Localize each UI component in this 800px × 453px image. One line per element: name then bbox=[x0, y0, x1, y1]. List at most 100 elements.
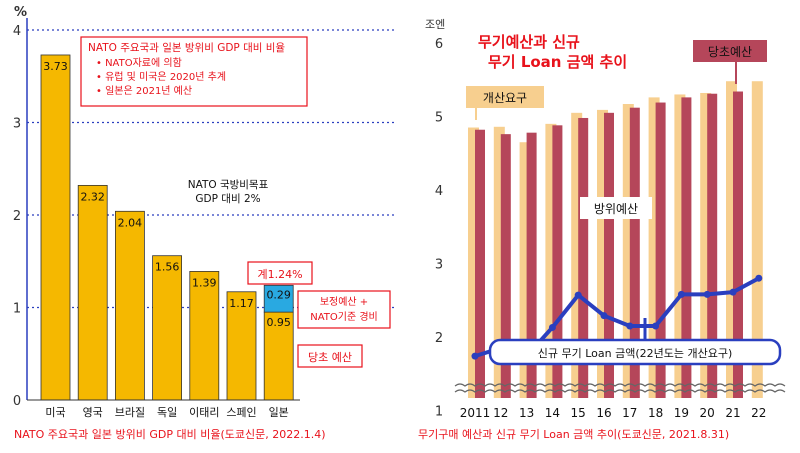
right-y-tick-label: 2 bbox=[435, 331, 443, 346]
left-bar bbox=[226, 291, 257, 401]
left-y-tick-label: 3 bbox=[13, 117, 21, 132]
left-bar bbox=[40, 54, 71, 401]
initial-legend-box bbox=[297, 344, 363, 368]
budget-bar bbox=[500, 134, 511, 398]
left-value-label: 1.39 bbox=[192, 276, 217, 289]
request-bar bbox=[726, 81, 737, 398]
left-x-tick-label: 독일 bbox=[157, 405, 177, 419]
left-y-unit: % bbox=[14, 5, 27, 20]
initial-label: 당초예산 bbox=[708, 45, 752, 59]
right-x-tick-label: 17 bbox=[622, 406, 637, 420]
left-note-2: • 유럽 및 미국은 2020년 추계 bbox=[96, 71, 226, 83]
request-bar bbox=[622, 104, 634, 398]
right-x-tick-label: 12 bbox=[493, 406, 508, 420]
budget-bar bbox=[552, 125, 563, 398]
right-x-tick-label: 22 bbox=[751, 406, 766, 420]
loan-point bbox=[548, 323, 556, 331]
budget-bar bbox=[526, 132, 537, 399]
left-bar bbox=[77, 184, 108, 401]
left-y-tick-label: 2 bbox=[13, 209, 21, 224]
left-y-tick-label: 1 bbox=[13, 302, 21, 317]
loan-point bbox=[626, 322, 634, 330]
reference-label-2: GDP 대비 2% bbox=[195, 193, 260, 205]
chart-left: % 0 1 2 3 4 3.73 2.32 2.04 1.56 1.39 1.17 0.95 0.29… bbox=[13, 5, 395, 441]
supplementary-legend-box bbox=[297, 290, 391, 329]
request-bar bbox=[597, 109, 608, 398]
budget-label: 방위예산 bbox=[594, 202, 638, 216]
left-notes-box bbox=[80, 36, 308, 107]
initial-legend: 당초 예산 bbox=[308, 351, 352, 364]
right-y-tick-label: 1 bbox=[435, 405, 443, 420]
budget-bar bbox=[655, 102, 666, 398]
budget-bar bbox=[604, 112, 614, 398]
loan-point bbox=[729, 288, 737, 296]
budget-bar bbox=[707, 93, 718, 398]
left-note-1: • NATO자료에 의함 bbox=[96, 57, 182, 69]
loan-point bbox=[652, 322, 660, 330]
supplementary-legend-2: NATO기준 경비 bbox=[310, 310, 378, 323]
left-x-tick-label: 미국 bbox=[45, 406, 65, 419]
left-value-label: 2.04 bbox=[118, 216, 143, 229]
left-x-tick-label: 영국 bbox=[83, 406, 103, 419]
axis-break-line bbox=[454, 389, 786, 393]
loan-point bbox=[677, 290, 685, 298]
loan-point bbox=[755, 274, 763, 282]
right-x-tick-label: 18 bbox=[648, 406, 663, 420]
left-caption: NATO 주요국과 일본 방위비 GDP 대비 비율(도쿄신문, 2022.1.… bbox=[14, 427, 325, 441]
right-x-tick-label: 19 bbox=[674, 406, 689, 420]
supplementary-legend-1: 보정예산 + bbox=[320, 296, 368, 308]
request-bar bbox=[493, 126, 505, 398]
request-bar bbox=[468, 127, 479, 399]
budget-bar bbox=[475, 129, 485, 399]
right-x-tick-label: 15 bbox=[571, 406, 586, 420]
right-y-tick-label: 6 bbox=[435, 37, 443, 52]
budget-label-box bbox=[580, 197, 652, 219]
left-value-label: 2.32 bbox=[80, 190, 105, 203]
right-y-tick-label: 4 bbox=[435, 184, 443, 199]
right-x-tick-label: 21 bbox=[725, 406, 740, 420]
left-bar bbox=[189, 271, 220, 401]
right-x-tick-label: 2011 bbox=[460, 406, 491, 420]
left-value-label: 0.95 bbox=[266, 316, 291, 329]
loan-label-box bbox=[488, 338, 782, 366]
reference-label-1: NATO 국방비목표 bbox=[188, 179, 269, 191]
right-title-2: 무기 Loan 금액 추이 bbox=[488, 53, 627, 71]
budget-bar bbox=[733, 91, 743, 398]
left-x-tick-label: 스페인 bbox=[226, 406, 256, 419]
japan-supplementary-label: 0.29 bbox=[266, 288, 291, 301]
request-bar bbox=[751, 81, 763, 398]
japan-supplementary-bar bbox=[263, 284, 294, 313]
left-value-label: 1.56 bbox=[155, 261, 180, 274]
japan-total-box bbox=[247, 261, 313, 285]
left-bar bbox=[115, 210, 145, 401]
left-note-3: • 일본은 2021년 예산 bbox=[96, 85, 192, 97]
left-x-tick-label: 일본 bbox=[269, 405, 289, 419]
right-y-unit: 조엔 bbox=[425, 18, 445, 31]
right-x-tick-label: 20 bbox=[700, 406, 715, 420]
left-bar bbox=[152, 255, 183, 401]
initial-label-box bbox=[693, 40, 767, 62]
left-y-tick-label: 4 bbox=[13, 24, 21, 39]
budget-bar bbox=[629, 107, 640, 399]
loan-label: 신규 무기 Loan 금액(22년도는 개산요구) bbox=[538, 347, 733, 360]
right-x-tick-label: 16 bbox=[596, 406, 611, 420]
axis-break-line bbox=[454, 383, 786, 387]
request-bar bbox=[571, 112, 583, 398]
right-y-tick-label: 5 bbox=[435, 111, 443, 126]
right-y-tick-label: 3 bbox=[435, 258, 443, 273]
left-chart-title: NATO 주요국과 일본 방위비 GDP 대비 비율 bbox=[88, 41, 285, 54]
request-label: 개산요구 bbox=[483, 91, 527, 105]
request-label-box bbox=[466, 86, 544, 108]
budget-bar bbox=[681, 97, 692, 398]
right-caption: 무기구매 예산과 신규 무기 Loan 금액 추이(도쿄신문, 2021.8.3… bbox=[418, 428, 729, 441]
right-x-tick-label: 13 bbox=[519, 406, 534, 420]
left-x-tick-label: 브라질 bbox=[115, 406, 145, 419]
left-bar bbox=[263, 311, 294, 401]
left-y-tick-label: 0 bbox=[13, 394, 21, 409]
request-bar bbox=[545, 123, 557, 398]
request-bar bbox=[674, 94, 686, 398]
left-value-label: 1.17 bbox=[229, 297, 254, 310]
loan-point bbox=[574, 291, 582, 299]
left-value-label: 3.73 bbox=[43, 60, 68, 73]
